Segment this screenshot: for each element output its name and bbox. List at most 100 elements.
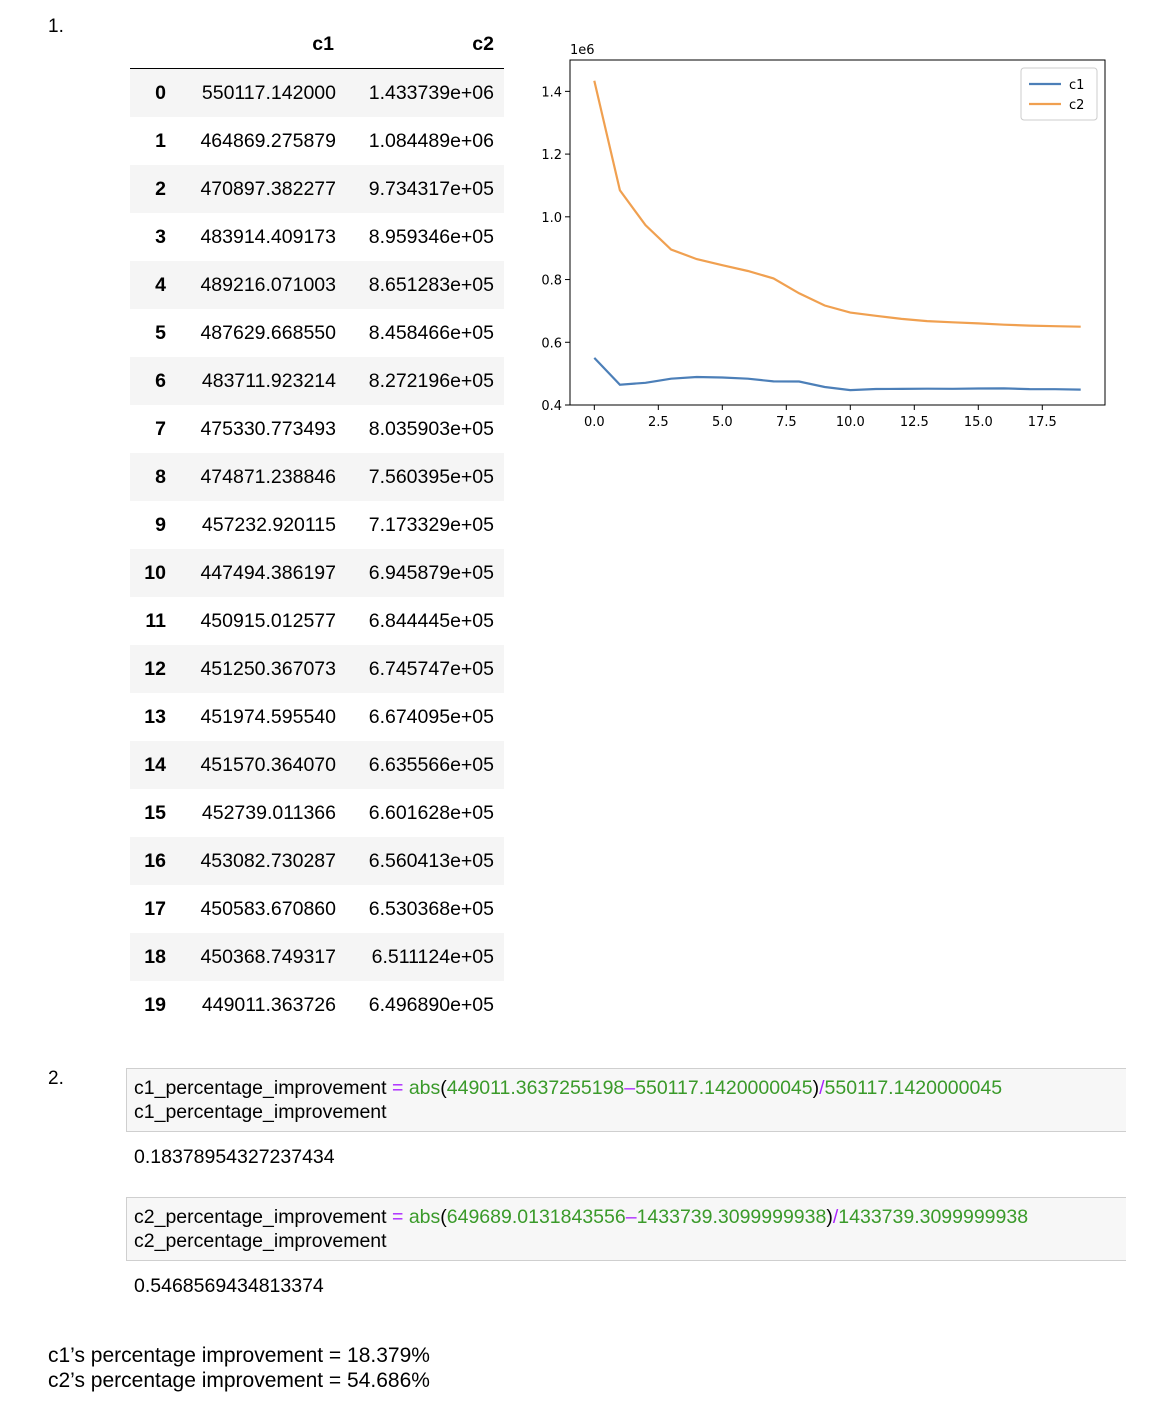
table-row: 13 451974.595540 6.674095e+05 [130,693,504,741]
row-index: 14 [144,753,166,776]
cell-c2: 6.601628e+05 [368,801,494,824]
summary-line-c2: c2’s percentage improvement = 54.686% [48,1369,430,1392]
cell-c1: 450583.670860 [200,897,336,920]
code-paren: ) [826,1206,833,1228]
code-variable: c2_percentage_improvement [134,1206,387,1228]
code-cell-c1[interactable]: c1_percentage_improvement = abs(449011.3… [126,1068,1126,1132]
table-row: 8 474871.238846 7.560395e+05 [130,453,504,501]
row-index: 13 [144,705,166,728]
cell-c1: 475330.773493 [200,417,336,440]
line-chart: 1e6 0.4 0.6 0.8 1.0 1.2 1.4 0.0 2.5 5.0 7.5 10.0 12.… [541,43,1106,430]
row-index: 4 [155,273,166,296]
row-index: 11 [145,609,166,632]
cell-c2: 6.674095e+05 [368,705,494,728]
legend-label-c2: c2 [1069,98,1084,113]
cell-c1: 447494.386197 [200,561,336,584]
row-index: 5 [155,321,166,344]
cell-c2: 8.035903e+05 [368,417,494,440]
cell-c1: 449011.363726 [201,993,336,1016]
row-index: 3 [155,225,166,248]
table-row: 11 450915.012577 6.844445e+05 [130,597,504,645]
cell-c2: 6.844445e+05 [368,609,494,632]
row-index: 12 [144,657,166,680]
table-row: 4 489216.071003 8.651283e+05 [130,261,504,309]
code-number: 1433739.3099999938 [838,1206,1029,1228]
cell-c1: 457232.920115 [201,513,336,536]
y-tick-label: 1.0 [541,211,562,226]
cell-c1: 483914.409173 [200,225,336,248]
table-row: 9 457232.920115 7.173329e+05 [130,501,504,549]
table-row: 0 550117.142000 1.433739e+06 [130,68,504,117]
dataframe-table: c1 c2 0 550117.142000 1.433739e+06 1 464869.… [130,20,504,1029]
table-row: 18 450368.749317 6.511124e+05 [130,933,504,981]
y-tick-label: 1.4 [541,85,562,100]
y-tick-label: 1.2 [541,148,562,163]
cell-c1: 451250.367073 [200,657,336,680]
column-header-c2: c2 [336,20,504,69]
x-tick-label: 5.0 [712,415,733,430]
y-tick-label: 0.4 [541,399,562,414]
row-index: 17 [144,897,166,920]
x-tick-label: 17.5 [1028,415,1057,430]
code-line: c1_percentage_improvement = abs(449011.3… [134,1076,1119,1100]
x-tick-label: 0.0 [584,415,605,430]
code-line: c1_percentage_improvement [134,1101,387,1123]
cell-c2: 8.651283e+05 [368,273,494,296]
row-index: 15 [144,801,166,824]
cell-c1: 451570.364070 [200,753,336,776]
row-index: 10 [144,561,166,584]
row-index: 18 [144,945,166,968]
cell-c2: 6.496890e+05 [368,993,494,1016]
cell-c2: 6.635566e+05 [368,753,494,776]
cell-c2: 1.433739e+06 [368,81,494,104]
cell-c2: 6.530368e+05 [368,897,494,920]
table-row: 17 450583.670860 6.530368e+05 [130,885,504,933]
section-label-2: 2. [48,1068,64,1089]
code-paren: ( [440,1077,447,1099]
row-index: 7 [155,417,166,440]
code-line: c2_percentage_improvement [134,1230,387,1252]
cell-c1: 452739.011366 [201,801,336,824]
row-index: 8 [155,465,166,488]
code-number: 550117.1420000045 [635,1077,813,1099]
table-body: 0 550117.142000 1.433739e+06 1 464869.275879… [130,68,504,1029]
cell-c2: 8.959346e+05 [368,225,494,248]
table-row: 14 451570.364070 6.635566e+05 [130,741,504,789]
cell-c1: 483711.923214 [201,369,336,392]
y-tick-label: 0.8 [541,274,562,289]
code-operator: – [625,1206,637,1228]
row-index: 1 [155,129,166,152]
cell-c2: 9.734317e+05 [368,177,494,200]
code-function: abs [408,1077,441,1099]
cell-c2: 7.173329e+05 [368,513,494,536]
table-row: 16 453082.730287 6.560413e+05 [130,837,504,885]
code-cell-c2[interactable]: c2_percentage_improvement = abs(649689.0… [126,1197,1126,1261]
column-header-c1: c1 [166,20,336,69]
cell-c2: 7.560395e+05 [368,465,494,488]
series-line-c2 [593,80,1081,328]
code-function: abs [408,1206,441,1228]
x-tick-label: 2.5 [648,415,669,430]
row-index: 16 [144,849,166,872]
row-index: 2 [155,177,166,200]
cell-c1: 450368.749317 [200,945,336,968]
cell-c2: 6.511124e+05 [371,945,494,968]
summary-text: c1’s percentage improvement = 18.379% c2… [48,1343,430,1393]
table-row: 2 470897.382277 9.734317e+05 [130,165,504,213]
table-row: 3 483914.409173 8.959346e+05 [130,213,504,261]
cell-c2: 1.084489e+06 [368,129,494,152]
x-tick-label: 15.0 [964,415,993,430]
plot-area [569,59,1106,406]
cell-c2: 6.945879e+05 [368,561,494,584]
cell-c1: 487629.668550 [200,321,336,344]
x-tick-label: 10.0 [836,415,865,430]
series-line-c1 [593,357,1081,392]
cell-c1: 450915.012577 [200,609,336,632]
cell-c1: 464869.275879 [200,129,336,152]
cell-c2: 6.745747e+05 [368,657,494,680]
row-index: 19 [144,993,166,1016]
code-number: 1433739.3099999938 [636,1206,827,1228]
cell-output-c2: 0.5468569434813374 [134,1275,324,1297]
cell-output-c1: 0.18378954327237434 [134,1146,335,1168]
cell-c1: 474871.238846 [200,465,336,488]
